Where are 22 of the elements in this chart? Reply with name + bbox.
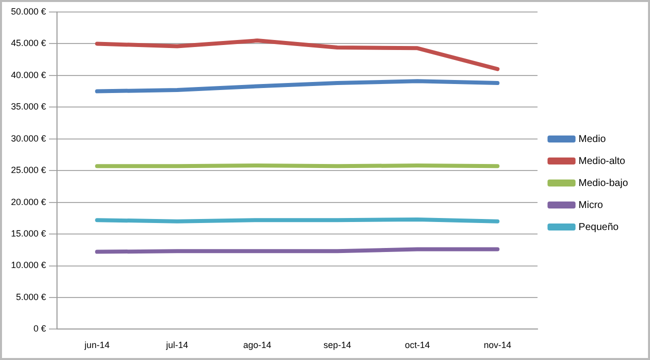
legend-label: Pequeño xyxy=(578,222,620,233)
legend-label: Medio-bajo xyxy=(578,178,628,189)
legend-label: Medio xyxy=(578,134,606,145)
y-tick-label: 40.000 € xyxy=(10,70,46,80)
y-tick-label: 20.000 € xyxy=(10,196,46,207)
y-tick-label: 10.000 € xyxy=(10,260,46,270)
y-tick-label: 5.000 € xyxy=(16,292,46,302)
x-tick-label: jun-14 xyxy=(84,340,110,350)
y-tick-label: 50.000 € xyxy=(10,6,46,16)
y-tick-label: 25.000 € xyxy=(10,165,46,176)
y-tick-label: 45.000 € xyxy=(10,38,46,48)
x-tick-label: oct-14 xyxy=(404,340,430,350)
y-tick-label: 0 € xyxy=(34,324,46,334)
y-tick-label: 15.000 € xyxy=(10,228,46,239)
x-tick-label: ago-14 xyxy=(243,340,272,350)
y-tick-label: 35.000 € xyxy=(10,102,46,112)
x-tick-label: nov-14 xyxy=(484,340,512,350)
legend-label: Micro xyxy=(578,200,604,211)
x-tick-label: jul-14 xyxy=(165,340,188,350)
y-tick-label: 30.000 € xyxy=(10,133,46,144)
x-tick-label: sep-14 xyxy=(324,340,352,350)
legend-label: Medio-alto xyxy=(578,156,626,167)
